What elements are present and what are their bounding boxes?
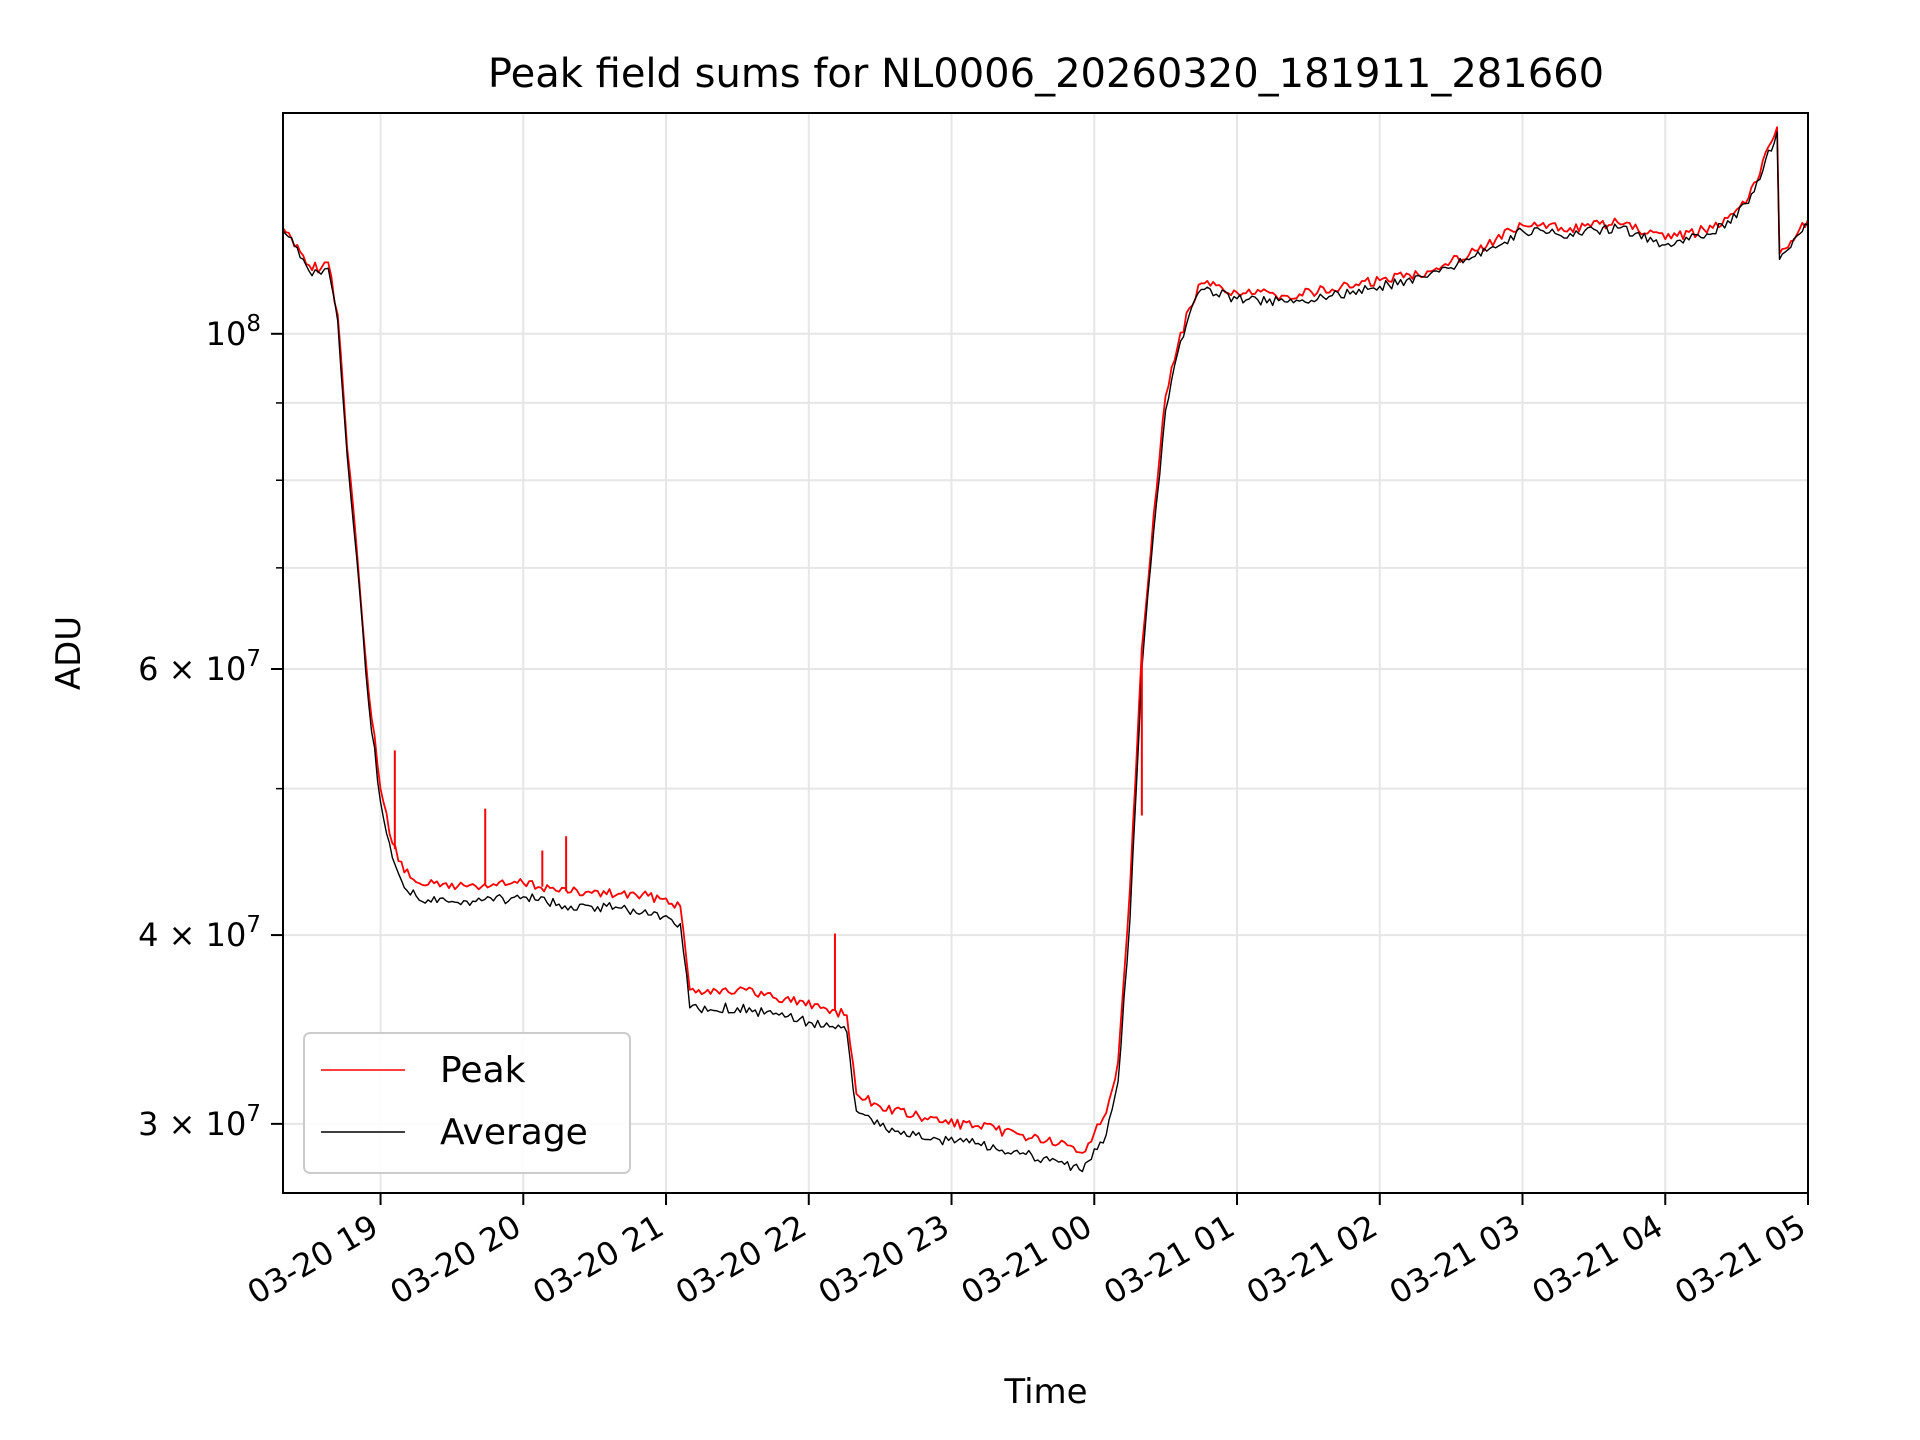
legend: Peak Average bbox=[303, 1032, 631, 1174]
series-line-peak bbox=[282, 126, 1809, 1154]
y-axis-label: ADU bbox=[49, 616, 89, 690]
plot-area bbox=[282, 126, 1809, 1173]
y-axis-ticks: 3 × 107 4 × 107 6 × 107 108 bbox=[138, 311, 283, 1143]
legend-label-average: Average bbox=[440, 1112, 588, 1153]
series-line-average bbox=[282, 131, 1809, 1173]
y-tick-label: 3 × 107 bbox=[138, 1101, 261, 1143]
chart-title: Peak field sums for NL0006_20260320_1819… bbox=[488, 51, 1604, 97]
legend-label-peak: Peak bbox=[440, 1050, 526, 1091]
x-axis-label: Time bbox=[1003, 1372, 1087, 1412]
legend-box bbox=[303, 1032, 631, 1174]
plot-frame bbox=[282, 112, 1809, 1194]
y-tick-label: 108 bbox=[206, 311, 261, 353]
y-tick-label: 6 × 107 bbox=[138, 646, 261, 688]
y-tick-label: 4 × 107 bbox=[138, 912, 261, 954]
